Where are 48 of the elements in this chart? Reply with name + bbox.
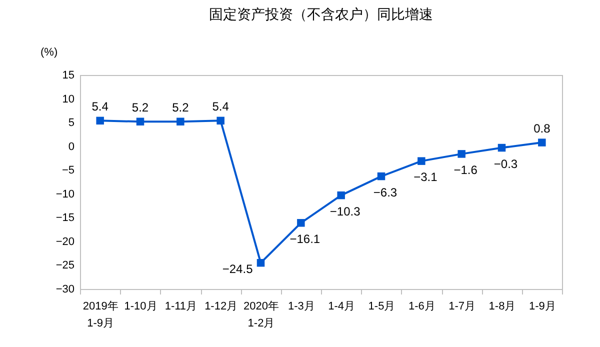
data-label: −16.1 <box>290 232 320 246</box>
data-label: −24.5 <box>222 262 254 276</box>
x-tick-label: 1-4月 <box>328 300 356 312</box>
y-tick-label: 5 <box>68 117 74 130</box>
data-label: −3.1 <box>414 170 438 184</box>
data-label: 5.4 <box>212 100 230 114</box>
point <box>418 157 426 165</box>
data-label: 0.8 <box>534 122 551 136</box>
data-label: −10.3 <box>330 204 361 218</box>
x-tick-label: 1-3月 <box>288 300 315 312</box>
x-tick-label: 1-5月 <box>368 300 396 312</box>
x-tick-label: 2020年 1-2月 <box>244 300 279 330</box>
chart-title: 固定资产投资（不含农户）同比增速 <box>209 6 433 22</box>
point <box>216 116 224 125</box>
data-label: 5.2 <box>132 100 149 115</box>
point <box>538 138 546 146</box>
x-tick-label: 1-7月 <box>448 300 476 312</box>
point <box>297 219 305 227</box>
y-axis-title: (%) <box>40 46 58 58</box>
x-tick-label: 1-9月 <box>528 300 556 312</box>
point <box>498 144 506 152</box>
point <box>176 118 184 126</box>
data-label: −0.3 <box>494 156 518 171</box>
data-label: −1.6 <box>454 162 478 177</box>
x-tick-label: 1-6月 <box>408 300 436 312</box>
point <box>256 258 265 267</box>
y-tick-label: −20 <box>56 236 74 248</box>
y-tick-label: −5 <box>62 164 74 177</box>
point <box>136 118 144 126</box>
x-tick-label: 1-10月 <box>124 300 158 312</box>
x-tick-label: 1-11月 <box>164 300 198 312</box>
y-tick-label: 0 <box>68 140 74 153</box>
data-label: 5.2 <box>172 100 190 115</box>
y-tick-label: −10 <box>56 188 74 200</box>
point <box>377 172 386 180</box>
y-tick-label: −30 <box>56 284 74 296</box>
x-tick-label: 2019年 1-9月 <box>82 300 118 330</box>
y-tick-label: 15 <box>62 70 74 82</box>
data-label: 5.4 <box>92 100 109 114</box>
y-tick-label: 10 <box>62 93 74 106</box>
x-tick-label: 1-8月 <box>488 300 516 312</box>
x-tick-label: 1-12月 <box>204 300 238 312</box>
point <box>337 191 345 200</box>
point <box>458 150 466 158</box>
y-tick-label: −25 <box>56 260 74 272</box>
y-tick-label: −15 <box>56 212 74 224</box>
point <box>96 116 104 125</box>
data-label: −6.3 <box>373 185 398 200</box>
